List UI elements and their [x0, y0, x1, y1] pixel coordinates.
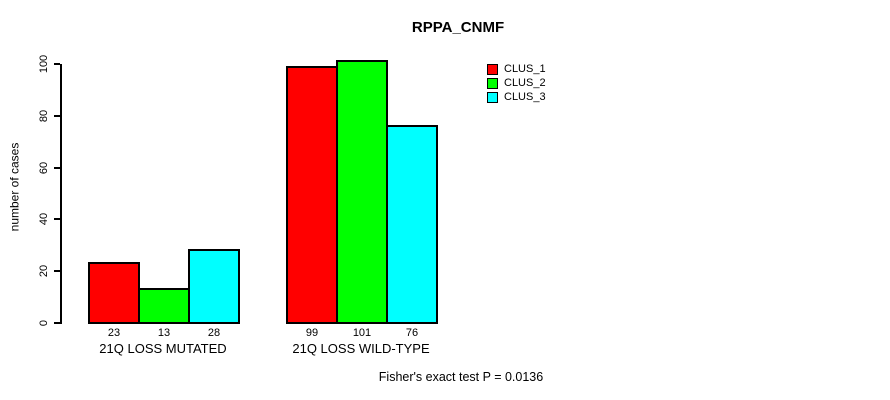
y-tick-40: [54, 218, 60, 221]
y-axis-line: [60, 64, 62, 324]
value-label-clus-3-21q-loss-mutated: 28: [207, 327, 221, 339]
group-label-21q-loss-mutated: 21Q LOSS MUTATED: [99, 341, 227, 356]
bar-clus-3-21q-loss-mutated: [188, 249, 240, 324]
y-tick-100: [54, 63, 60, 65]
group-label-21q-loss-wild-type: 21Q LOSS WILD-TYPE: [292, 341, 430, 356]
value-label-clus-2-21q-loss-mutated: 13: [157, 327, 171, 339]
legend: CLUS_1 CLUS_2 CLUS_3: [487, 62, 546, 104]
legend-swatch-clus-2: [487, 77, 498, 89]
annotation-text: Fisher's exact test P = 0.0136: [378, 370, 544, 384]
y-tick-20: [54, 270, 60, 273]
y-tick-0: [54, 322, 60, 324]
legend-row-clus-2: CLUS_2: [487, 76, 546, 90]
bar-clus-1-21q-loss-mutated: [88, 262, 140, 324]
legend-label-clus-1: CLUS_1: [504, 63, 546, 75]
legend-row-clus-1: CLUS_1: [487, 62, 546, 76]
value-label-clus-2-21q-loss-wild-type: 101: [352, 327, 372, 339]
legend-swatch-clus-1: [487, 63, 498, 75]
value-label-clus-1-21q-loss-mutated: 23: [107, 327, 121, 339]
bar-clus-1-21q-loss-wild-type: [286, 65, 338, 324]
bar-clus-2-21q-loss-mutated: [138, 288, 190, 324]
legend-swatch-clus-3: [487, 91, 498, 103]
y-tick-80: [54, 114, 60, 117]
bar-clus-3-21q-loss-wild-type: [386, 125, 438, 324]
bar-clus-2-21q-loss-wild-type: [336, 60, 388, 324]
value-label-clus-3-21q-loss-wild-type: 76: [405, 327, 419, 339]
chart-title: RPPA_CNMF: [411, 19, 505, 36]
legend-label-clus-3: CLUS_3: [504, 91, 546, 103]
value-label-clus-1-21q-loss-wild-type: 99: [305, 327, 319, 339]
y-tick-60: [54, 166, 60, 169]
legend-label-clus-2: CLUS_2: [504, 77, 546, 89]
legend-row-clus-3: CLUS_3: [487, 90, 546, 104]
